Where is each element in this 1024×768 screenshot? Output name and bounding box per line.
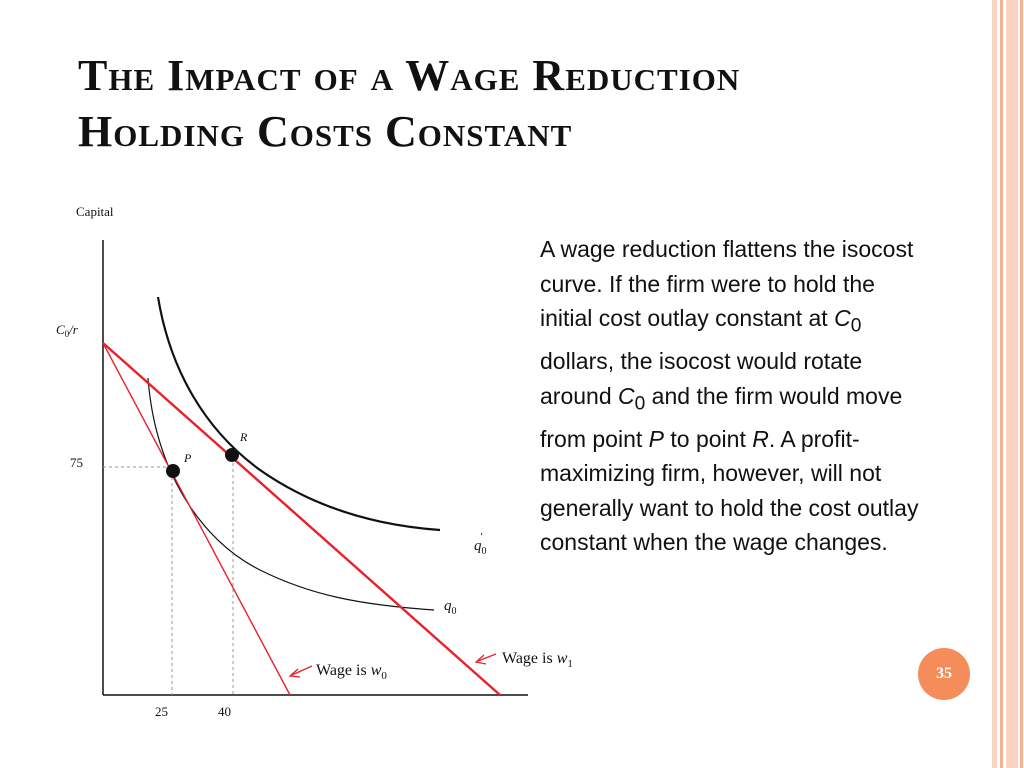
isoquant-q0 <box>147 377 435 611</box>
isocost-w0 <box>102 342 291 696</box>
slide-border-decoration <box>984 0 1024 768</box>
point-r-marker <box>225 448 239 462</box>
title-line-1: The Impact of a Wage Reduction <box>78 51 741 100</box>
isoquant-q0-prime <box>156 296 441 532</box>
tick-x-40: 40 <box>218 704 231 719</box>
isocost-w1 <box>102 342 501 696</box>
isoquant-q0-prime-label: q0′ <box>474 531 487 557</box>
isoquant-q0-label: q0 <box>444 598 457 617</box>
title-line-2: Holding Costs Constant <box>78 107 573 156</box>
y-axis-label: Capital <box>76 204 114 219</box>
point-p-label: P <box>183 451 192 465</box>
tick-x-25: 25 <box>155 704 168 719</box>
page-number-badge: 35 <box>918 648 970 700</box>
point-r-label: R <box>239 430 248 444</box>
arrow-to-w0 <box>288 665 313 678</box>
arrow-to-w1 <box>474 653 497 665</box>
slide-title: The Impact of a Wage Reduction Holding C… <box>78 48 938 160</box>
tick-y-75: 75 <box>70 455 83 470</box>
wage-w0-label: Wage is w0 <box>316 662 387 682</box>
wage-w1-label: Wage is w1 <box>502 650 573 670</box>
y-intercept-label: C0/r <box>56 322 79 339</box>
description-text: A wage reduction flattens the isocost cu… <box>540 236 919 556</box>
point-p-marker <box>166 464 180 478</box>
